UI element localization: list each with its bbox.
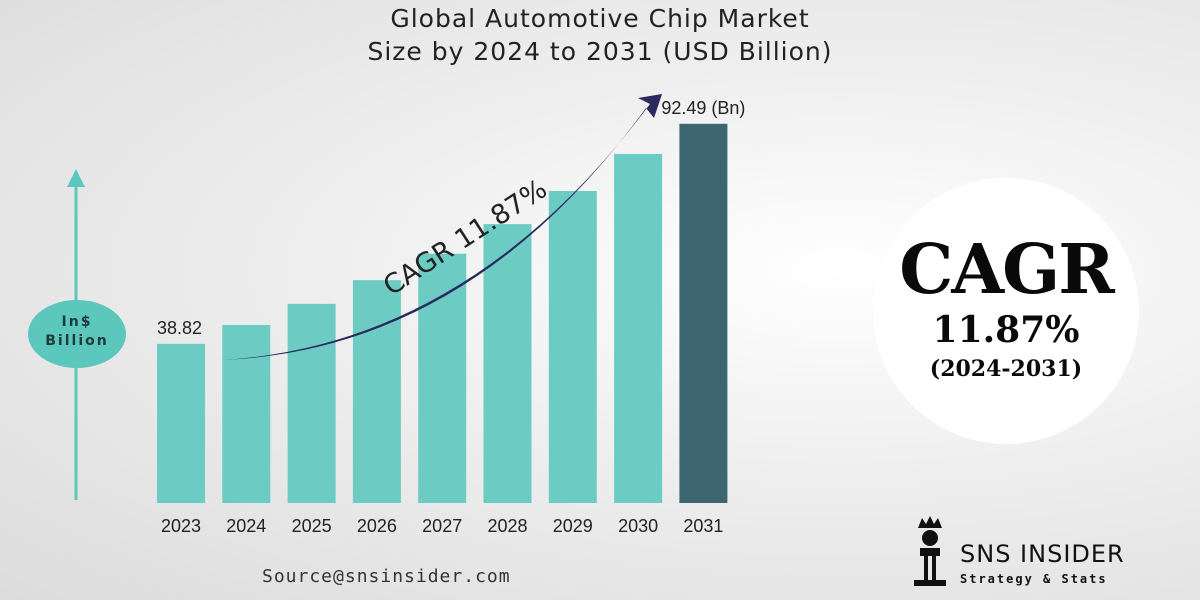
data-label: 92.49 (Bn)	[661, 98, 745, 118]
bar-2027	[418, 253, 467, 503]
brand-logo-icon	[914, 516, 946, 586]
brand-tagline: Strategy & Stats	[960, 572, 1108, 586]
data-label: 38.82	[157, 318, 202, 338]
x-tick-label: 2030	[618, 516, 658, 536]
cagr-badge-value: 11.87%	[932, 309, 1080, 351]
cagr-badge-label: CAGR	[899, 230, 1114, 310]
cagr-badge-period: (2024-2031)	[929, 356, 1083, 382]
x-tick-label: 2023	[161, 516, 201, 536]
x-tick-label: 2026	[357, 516, 397, 536]
unit-badge-currency: In$	[61, 314, 93, 330]
bar-2025	[287, 303, 336, 503]
bar-2031	[679, 123, 728, 503]
bar-2023	[157, 343, 205, 503]
unit-badge: In$ Billion	[28, 300, 126, 368]
bar-2030	[614, 153, 663, 504]
unit-badge-scale: Billion	[45, 333, 109, 349]
x-tick-label: 2024	[226, 516, 266, 536]
x-tick-label: 2028	[487, 516, 527, 536]
x-tick-label: 2025	[292, 516, 332, 536]
chart-title-line-1: Global Automotive Chip Market	[390, 4, 810, 33]
bar-2028	[483, 224, 532, 504]
source-credit: Source@snsinsider.com	[262, 566, 511, 587]
x-tick-label: 2031	[683, 516, 723, 536]
cagr-badge: CAGR 11.87% (2024-2031)	[873, 178, 1139, 444]
bar-2024	[222, 324, 271, 503]
chart-title-line-2: Size by 2024 to 2031 (USD Billion)	[367, 37, 833, 66]
x-tick-label: 2029	[553, 516, 593, 536]
bar-2026	[352, 280, 401, 503]
brand-name: SNS INSIDER	[960, 540, 1125, 568]
x-tick-label: 2027	[422, 516, 462, 536]
bar-2029	[548, 190, 597, 504]
